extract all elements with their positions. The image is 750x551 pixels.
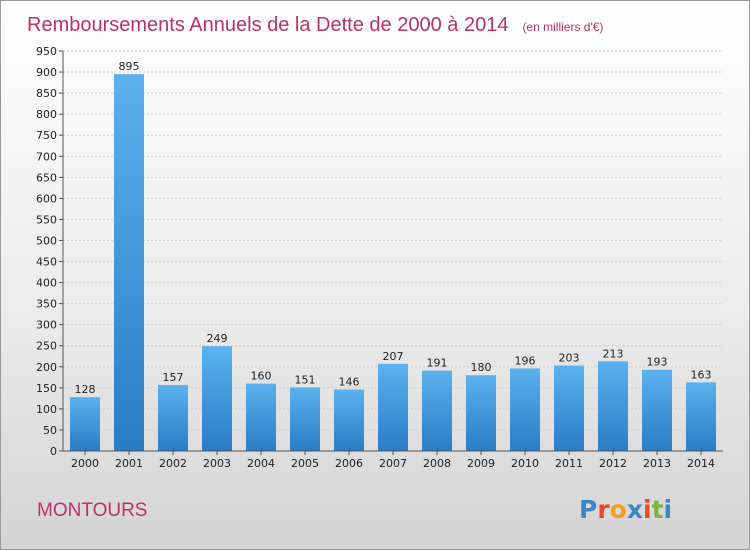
x-tick-label-2009: 2009 bbox=[467, 457, 495, 470]
x-tick-label-2007: 2007 bbox=[379, 457, 407, 470]
value-label-2001: 895 bbox=[119, 60, 140, 73]
y-tick-label: 100 bbox=[36, 403, 57, 416]
y-tick-label: 900 bbox=[36, 66, 57, 79]
y-axis-ticks: 0 50 100 150 200 250 300 350 400 450 500 550 600 650 7… bbox=[36, 45, 63, 458]
bar-2002 bbox=[158, 384, 188, 451]
value-label-2007: 207 bbox=[383, 350, 404, 363]
y-tick-label: 700 bbox=[36, 150, 57, 163]
y-tick-label: 850 bbox=[36, 87, 57, 100]
y-tick-label: 50 bbox=[43, 424, 57, 437]
x-tick-label-2005: 2005 bbox=[291, 457, 319, 470]
y-tick-label: 550 bbox=[36, 213, 57, 226]
bar-2004 bbox=[246, 383, 276, 451]
x-axis-ticks: 2000 2001 2002 2003 2004 2005 2006 2007 2008 2009… bbox=[71, 451, 715, 470]
y-tick-label: 750 bbox=[36, 129, 57, 142]
x-tick-label-2000: 2000 bbox=[71, 457, 99, 470]
logo-letter: i bbox=[643, 495, 652, 524]
bar-2006 bbox=[334, 389, 364, 451]
x-tick-label-2012: 2012 bbox=[599, 457, 627, 470]
logo-letter: r bbox=[597, 495, 610, 524]
y-tick-label: 450 bbox=[36, 256, 57, 269]
y-tick-label: 350 bbox=[36, 298, 57, 311]
value-labels: 128 895 157 249 160 151 146 207 191 180 196 203 213 1… bbox=[75, 60, 712, 396]
bar-2012 bbox=[598, 361, 628, 451]
bar-2013 bbox=[642, 369, 672, 451]
value-label-2004: 160 bbox=[251, 370, 272, 383]
chart-unit: (en milliers d'€) bbox=[522, 20, 603, 34]
value-label-2008: 191 bbox=[427, 357, 448, 370]
bar-2010 bbox=[510, 368, 540, 451]
value-label-2011: 203 bbox=[559, 352, 580, 365]
y-tick-label: 150 bbox=[36, 382, 57, 395]
value-label-2006: 146 bbox=[339, 376, 360, 389]
logo-letter: P bbox=[579, 495, 597, 524]
y-tick-label: 200 bbox=[36, 361, 57, 374]
logo-letter: o bbox=[610, 495, 627, 524]
bars bbox=[70, 74, 716, 451]
value-label-2009: 180 bbox=[471, 361, 492, 374]
value-label-2003: 249 bbox=[207, 332, 228, 345]
y-tick-label: 950 bbox=[36, 45, 57, 58]
grid-lines bbox=[63, 50, 723, 431]
x-tick-label-2001: 2001 bbox=[115, 457, 143, 470]
value-label-2013: 193 bbox=[647, 356, 668, 369]
x-tick-label-2014: 2014 bbox=[687, 457, 715, 470]
chart-title-text: Remboursements Annuels de la Dette de 20… bbox=[27, 14, 508, 36]
x-tick-label-2004: 2004 bbox=[247, 457, 275, 470]
bar-2000 bbox=[70, 397, 100, 451]
x-tick-label-2006: 2006 bbox=[335, 457, 363, 470]
chart-title: Remboursements Annuels de la Dette de 20… bbox=[27, 14, 603, 36]
bar-2007 bbox=[378, 363, 408, 451]
value-label-2014: 163 bbox=[691, 368, 712, 381]
logo-letter: t bbox=[652, 495, 664, 524]
value-label-2010: 196 bbox=[515, 354, 536, 367]
y-tick-label: 800 bbox=[36, 108, 57, 121]
y-tick-label: 0 bbox=[50, 445, 57, 458]
x-tick-label-2003: 2003 bbox=[203, 457, 231, 470]
bar-2011 bbox=[554, 365, 584, 451]
value-label-2012: 213 bbox=[603, 347, 624, 360]
y-tick-label: 600 bbox=[36, 192, 57, 205]
x-tick-label-2011: 2011 bbox=[555, 457, 583, 470]
bar-2005 bbox=[290, 387, 320, 451]
axes bbox=[62, 51, 723, 452]
proxiti-logo: Proxiti bbox=[579, 495, 672, 524]
x-tick-label-2002: 2002 bbox=[159, 457, 187, 470]
x-tick-label-2008: 2008 bbox=[423, 457, 451, 470]
bar-2009 bbox=[466, 375, 496, 451]
y-tick-label: 250 bbox=[36, 340, 57, 353]
value-label-2002: 157 bbox=[163, 371, 184, 384]
commune-name: MONTOURS bbox=[37, 500, 147, 521]
y-tick-label: 650 bbox=[36, 171, 57, 184]
x-tick-label-2010: 2010 bbox=[511, 457, 539, 470]
logo-letter: x bbox=[627, 495, 643, 524]
bar-2003 bbox=[202, 346, 232, 451]
x-tick-label-2013: 2013 bbox=[643, 457, 671, 470]
bar-2014 bbox=[686, 382, 716, 451]
logo-letter: i bbox=[664, 495, 673, 524]
value-label-2005: 151 bbox=[295, 373, 316, 386]
y-tick-label: 500 bbox=[36, 234, 57, 247]
bar-2008 bbox=[422, 370, 452, 451]
y-tick-label: 300 bbox=[36, 319, 57, 332]
y-tick-label: 400 bbox=[36, 277, 57, 290]
bar-2001 bbox=[114, 74, 144, 451]
value-label-2000: 128 bbox=[75, 383, 96, 396]
